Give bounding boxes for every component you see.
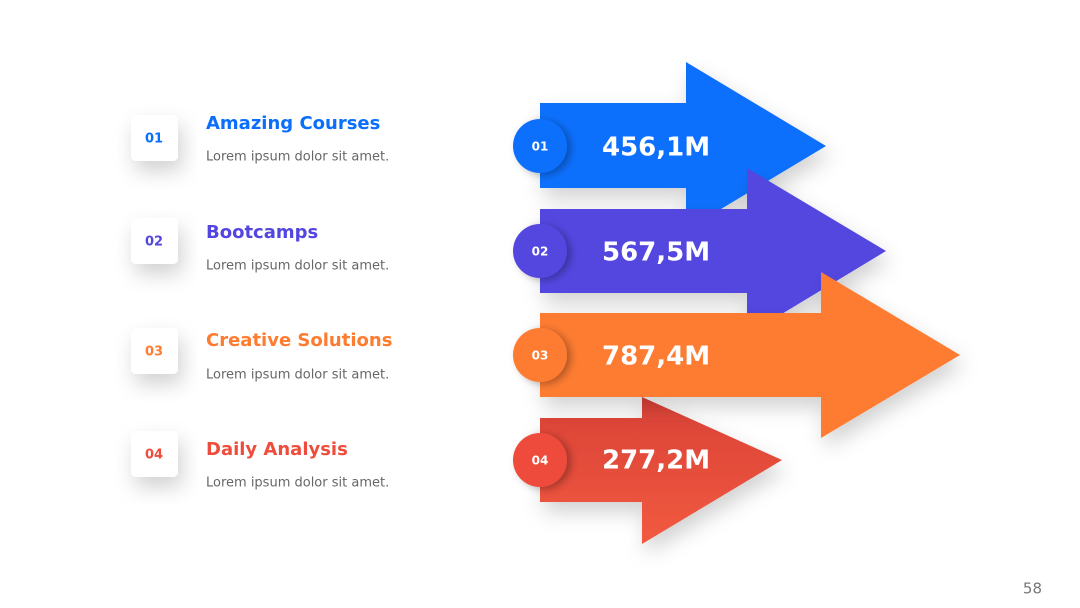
item-number: 04 [145,448,163,463]
list-item: 02 Bootcamps Lorem ipsum dolor sit amet. [131,218,389,274]
item-text: Lorem ipsum dolor sit amet. [206,476,389,491]
page-number: 58 [1023,580,1042,598]
number-box [131,115,178,161]
item-title: Creative Solutions [206,330,392,351]
arrow-badge [513,328,567,382]
arrow-number: 01 [532,140,549,154]
number-box [131,328,178,374]
arrow-value: 787,4M [602,342,710,372]
item-title: Daily Analysis [206,439,348,460]
item-number: 01 [145,132,163,147]
number-box [131,431,178,477]
item-title: Amazing Courses [206,113,380,134]
item-number: 02 [145,235,163,250]
list-item: 03 Creative Solutions Lorem ipsum dolor … [131,328,392,383]
arrow-value: 277,2M [602,446,710,476]
arrow-number: 02 [532,245,549,259]
number-box [131,218,178,264]
arrow-number: 03 [532,349,549,363]
list-item: 01 Amazing Courses Lorem ipsum dolor sit… [131,113,389,165]
arrow-badge [513,433,567,487]
item-text: Lorem ipsum dolor sit amet. [206,259,389,274]
arrow-number: 04 [532,454,549,468]
arrow-value: 456,1M [602,133,710,163]
arrow [540,397,782,544]
item-text: Lorem ipsum dolor sit amet. [206,368,389,383]
arrow-badge [513,119,567,173]
item-number: 03 [145,345,163,360]
arrow-item: 02 567,5M [513,168,886,335]
arrow-item: 04 277,2M [513,397,782,544]
arrow-value: 567,5M [602,238,710,268]
list-item: 04 Daily Analysis Lorem ipsum dolor sit … [131,431,389,491]
item-title: Bootcamps [206,222,318,243]
item-text: Lorem ipsum dolor sit amet. [206,150,389,165]
arrow-badge [513,224,567,278]
arrow [540,168,886,335]
arrow-item: 03 787,4M [513,272,960,438]
arrow [540,272,960,438]
